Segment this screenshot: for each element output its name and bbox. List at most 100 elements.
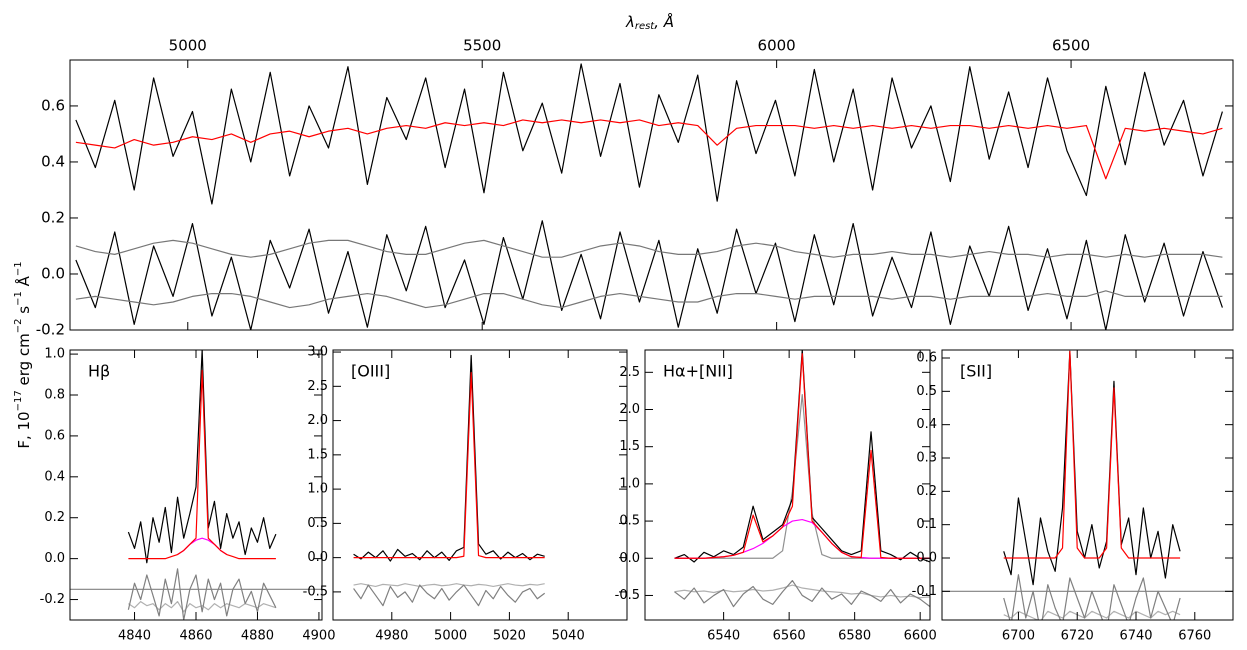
spectrum-line [674, 579, 930, 608]
panel-label: Hβ [88, 362, 110, 381]
axes-frame [69, 59, 1234, 331]
plot-area [70, 350, 322, 620]
x-tick-label: 6740 [1119, 629, 1152, 644]
plot-area [674, 350, 930, 608]
y-axis-superscript: −1 [13, 261, 24, 276]
y-axis-text: F, 10 [15, 411, 33, 448]
x-tick-label: 6500 [1052, 37, 1090, 55]
plot-area [942, 350, 1233, 620]
spectrum-line [674, 518, 930, 559]
axes-frame [941, 349, 1234, 621]
spectrum-line [127, 568, 277, 620]
spectrum-line [75, 119, 1223, 180]
y-tick-label: 0.6 [41, 96, 65, 114]
spectrum-line [353, 354, 545, 562]
y-tick-label: -0.2 [36, 321, 65, 339]
spectrum-line [674, 353, 930, 559]
spectrum-line [127, 350, 277, 564]
y-tick-label: 0.2 [916, 484, 937, 499]
x-tick-label: 4900 [302, 629, 335, 644]
y-axis-superscript: −1 [13, 291, 24, 306]
x-tick-label: 5020 [493, 629, 526, 644]
y-tick-label: 0.0 [619, 551, 640, 566]
x-tick-label: 4860 [179, 629, 212, 644]
y-tick-label: 0.2 [44, 510, 65, 525]
x-tick-label: 4980 [375, 629, 408, 644]
x-axis-unit: , Å [654, 12, 674, 31]
y-tick-label: 3.0 [307, 345, 328, 360]
y-tick-label: 1.5 [307, 447, 328, 462]
y-tick-label: 0.3 [916, 451, 937, 466]
spectrum-line [128, 600, 277, 613]
y-tick-label: 2.0 [619, 402, 640, 417]
axes-frame [332, 349, 628, 621]
y-tick-label: 0.4 [916, 417, 937, 432]
y-tick-label: 0.0 [916, 551, 937, 566]
spectrum-line [353, 583, 545, 588]
spectrum-line [674, 394, 930, 559]
y-tick-label: 0.2 [41, 208, 65, 226]
y-tick-label: -0.5 [303, 584, 328, 599]
y-axis-superscript: −2 [13, 318, 24, 333]
x-axis-symbol: λ [625, 13, 635, 31]
y-tick-label: 0.4 [41, 152, 65, 170]
y-tick-label: 1.0 [44, 347, 65, 362]
y-tick-label: 0.6 [916, 351, 937, 366]
x-tick-label: 4880 [241, 629, 274, 644]
y-tick-label: 1.0 [307, 482, 328, 497]
panel-label: [SII] [960, 362, 992, 381]
x-tick-label: 6000 [758, 37, 796, 55]
x-tick-label: 5040 [552, 629, 585, 644]
spectrum-line [75, 239, 1223, 258]
x-tick-label: 6700 [1002, 629, 1035, 644]
y-axis-title: F, 10−17 erg cm−2 s−1 Å−1 [13, 261, 33, 448]
x-tick-label: 5000 [434, 629, 467, 644]
spectrum-line [75, 63, 1223, 205]
spectrum-line [1003, 350, 1181, 559]
y-tick-label: 0.5 [916, 384, 937, 399]
y-tick-label: 0.0 [41, 264, 65, 282]
x-tick-label: 6600 [904, 629, 937, 644]
y-axis-text: Å [14, 275, 33, 291]
x-tick-label: 6760 [1178, 629, 1211, 644]
spectrum-line [674, 350, 930, 563]
spectrum-line [353, 372, 545, 559]
y-tick-label: 0.0 [44, 551, 65, 566]
y-axis-text: s [15, 306, 33, 319]
y-tick-label: -0.5 [615, 588, 640, 603]
y-tick-label: 0.1 [916, 517, 937, 532]
y-tick-label: 0.8 [44, 388, 65, 403]
y-tick-label: 0.5 [307, 516, 328, 531]
spectrum-line [1003, 350, 1181, 586]
x-tick-label: 5500 [463, 37, 501, 55]
y-tick-label: -0.2 [40, 592, 65, 607]
y-tick-label: 1.5 [619, 439, 640, 454]
x-tick-label: 6580 [838, 629, 871, 644]
spectrum-line [75, 220, 1223, 330]
x-tick-label: 6540 [707, 629, 740, 644]
y-tick-label: 0.0 [307, 550, 328, 565]
y-tick-label: 0.6 [44, 428, 65, 443]
y-tick-label: 2.0 [307, 413, 328, 428]
y-tick-label: 0.5 [619, 514, 640, 529]
spectrum-line [674, 584, 930, 599]
spectrum-line [75, 290, 1223, 309]
plot-area [353, 354, 546, 607]
y-tick-label: 2.5 [619, 365, 640, 380]
y-tick-label: 1.0 [619, 476, 640, 491]
y-tick-label: 2.5 [307, 379, 328, 394]
x-axis-title: λrest, Å [625, 12, 674, 33]
plot-area [75, 63, 1223, 330]
spectrum-line [1003, 574, 1181, 620]
x-tick-label: 6720 [1061, 629, 1094, 644]
spectrum-line [128, 369, 276, 560]
panel-label: [OIII] [351, 362, 390, 381]
panel-label: Hα+[NII] [663, 362, 733, 381]
y-axis-superscript: −17 [13, 390, 24, 411]
x-tick-label: 4840 [118, 629, 151, 644]
y-tick-label: 0.4 [44, 469, 65, 484]
spectrum-line [353, 584, 546, 607]
axes-frame [644, 349, 931, 621]
